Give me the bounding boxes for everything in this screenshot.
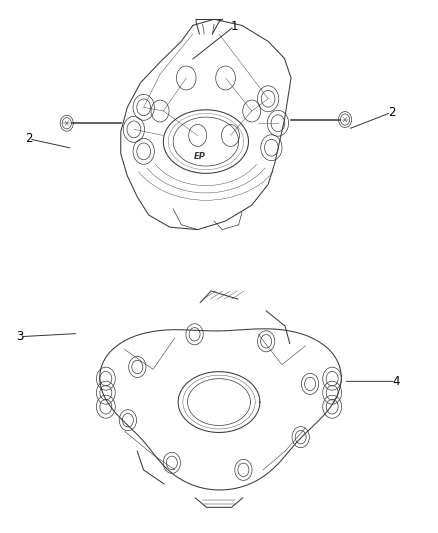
Text: 2: 2 xyxy=(25,132,33,146)
Text: 2: 2 xyxy=(388,106,395,119)
Text: 1: 1 xyxy=(230,20,238,33)
Text: 3: 3 xyxy=(17,330,24,343)
Text: EP: EP xyxy=(194,152,205,161)
Text: 4: 4 xyxy=(392,375,399,388)
